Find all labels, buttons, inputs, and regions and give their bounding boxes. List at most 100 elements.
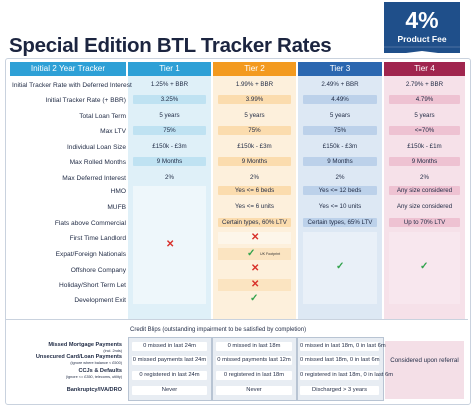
tier4-cell: Up to 70% LTV [389,218,460,227]
credit-label-main: Unsecured Card/Loan Payments [35,354,122,360]
credit-label-main: CCJs & Defaults [78,368,122,374]
tier3-cell: 5 years [329,112,351,119]
row-label: Initial Tracker Rate (+ BBR) [45,97,126,104]
header-initial-tracker: Initial 2 Year Tracker [10,62,126,76]
tier4-cell: 4.79% [389,95,460,104]
header-tier2: Tier 2 [213,62,296,76]
criteria-label: Holiday/Short Term Let [59,282,126,289]
tier3-cell: Certain types, 65% LTV [303,218,377,227]
tier1-cell: 75% [133,126,206,135]
tier3-criteria-box [303,232,377,304]
criteria-label: Development Exit [74,297,126,304]
tier3-cell: 2% [335,174,345,181]
tier2-credit-cell: 0 missed in last 18m [216,342,292,351]
tier2-credit-cell: 0 missed payments last 12m [216,356,292,365]
tier4-credit-box [385,341,464,399]
check-icon: ✓ [336,261,345,272]
tier2-credit-cell: 0 registered in last 18m [216,371,292,380]
uk-footprint-note: UK Footprint [260,252,281,256]
tier2-cell: 3.99% [218,95,291,104]
row-label: Initial Tracker Rate with Deferred Inter… [12,82,132,89]
credit-label: Missed Mortgage Payments (incl. 2nds) [10,342,122,353]
tier4-cell: Any size considered [396,203,453,210]
tier1-cell: £150k - £3m [152,143,187,150]
tier4-cell: £150k - £1m [407,143,442,150]
cross-icon: ✕ [166,239,175,250]
tier1-cell: 3.25% [133,95,206,104]
check-icon: ✓ [247,248,256,259]
tier4-cell: Any size considered [389,186,460,195]
criteria-label: HMO [110,188,126,195]
tier3-cell: 4.49% [303,95,377,104]
row-label: Max LTV [100,128,126,135]
tier3-cell: 9 Months [303,157,377,166]
tier2-cell: 75% [218,126,291,135]
badge-text: Product Fee [397,34,447,44]
tier2-cell: Certain types, 60% LTV [218,218,291,227]
tier2-cell: 1.99% + BBR [235,81,274,88]
tier2-cell: Yes <= 6 units [235,203,274,210]
header-tier4: Tier 4 [384,62,465,76]
tier2-mark-bg [218,279,291,291]
tier1-cell: 1.25% + BBR [150,81,189,88]
criteria-label: Expat/Foreign Nationals [55,251,126,258]
section-divider [6,319,468,320]
tier3-cell: £150k - £3m [322,143,358,150]
row-label: Max Rolled Months [69,159,126,166]
tier1-credit-cell: 0 missed in last 24m [132,342,207,351]
tier1-cell: 2% [165,174,174,181]
tier2-cell: 2% [250,174,259,181]
credit-label: Bankruptcy/IVA/DRO [10,387,122,394]
tier1-cell: 5 years [159,112,180,119]
cross-icon: ✕ [251,263,260,274]
tier4-cell: 5 years [414,112,435,119]
page-title: Special Edition BTL Tracker Rates [9,34,332,57]
tier1-criteria-box [133,186,206,304]
tier3-cell: Yes <= 10 units [318,203,362,210]
cross-icon: ✕ [251,232,260,243]
tier1-cell: 9 Months [133,157,206,166]
tier2-credit-cell: Never [216,386,292,395]
credit-label-note: (ignore where balance < £500) [70,360,122,365]
tier2-mark-bg [218,248,291,260]
tier4-cell: 2.79% + BBR [405,81,444,88]
tier4-cell: 9 Months [389,157,460,166]
criteria-label: Flats above Commercial [54,220,126,227]
row-label: Total Loan Term [79,113,126,120]
tier3-credit-cell: 0 registered in last 18m, 0 in last 6m [300,371,394,380]
tier4-criteria-box [389,232,460,304]
check-icon: ✓ [420,261,429,272]
credit-label-main: Missed Mortgage Payments [48,342,122,348]
tier2-cell: Yes <= 6 beds [218,186,291,195]
tier4-cell: <=70% [389,126,460,135]
tier3-cell: 75% [303,126,377,135]
cross-icon: ✕ [251,279,260,290]
tier3-cell: Yes <= 12 beds [303,186,377,195]
credit-label: Unsecured Card/Loan Payments (ignore wher… [10,354,122,365]
credit-label: CCJs & Defaults (ignore <= £350, telecoms… [10,368,122,379]
tier3-credit-cell: Discharged > 3 years [300,386,379,395]
tier3-credit-cell: 0 missed in last 18m, 0 in last 6m [300,342,386,351]
credit-blips-title: Credit Blips (outstanding impairment to … [130,327,307,333]
tier2-cell: £150k - £3m [237,143,272,150]
tier4-cell: 2% [420,174,429,181]
header-tier3: Tier 3 [298,62,382,76]
row-label: Max Deferred Interest [62,175,126,182]
credit-label-note: (ignore <= £350, telecoms, utility) [65,374,122,379]
tier1-credit-cell: Never [132,386,207,395]
criteria-label: First Time Landlord [69,235,126,242]
tier1-credit-cell: 0 registered in last 24m [132,371,207,380]
tier1-credit-cell: 0 missed payments last 24m [132,356,207,365]
header-tier1: Tier 1 [128,62,211,76]
tier2-column-bg [213,76,296,319]
check-icon: ✓ [250,293,259,304]
credit-label-main: Bankruptcy/IVA/DRO [66,387,122,393]
criteria-label: Offshore Company [70,267,126,274]
credit-label-note: (incl. 2nds) [103,348,122,353]
tier3-cell: 2.49% + BBR [321,81,359,88]
row-label: Individual Loan Size [66,144,126,151]
tier2-cell: 5 years [244,112,265,119]
badge-percent: 4% [405,7,439,33]
tier2-cell: 9 Months [218,157,291,166]
product-fee-badge-icon [384,2,460,53]
